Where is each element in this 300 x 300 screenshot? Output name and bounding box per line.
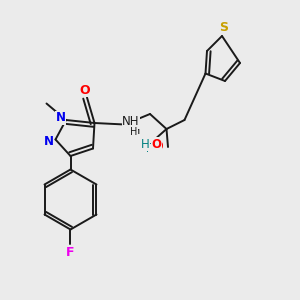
Text: H: H (146, 143, 154, 154)
Text: ·O: ·O (149, 140, 164, 153)
Text: O: O (79, 83, 90, 97)
Text: O: O (152, 137, 162, 151)
Text: H: H (132, 125, 140, 136)
Text: H·: H· (141, 137, 154, 151)
Text: NH: NH (122, 115, 140, 128)
Text: H: H (130, 127, 137, 137)
Text: F: F (66, 245, 75, 259)
Text: N: N (56, 111, 66, 124)
Text: S: S (219, 21, 228, 34)
Text: N: N (127, 116, 136, 129)
Text: N: N (44, 135, 54, 148)
